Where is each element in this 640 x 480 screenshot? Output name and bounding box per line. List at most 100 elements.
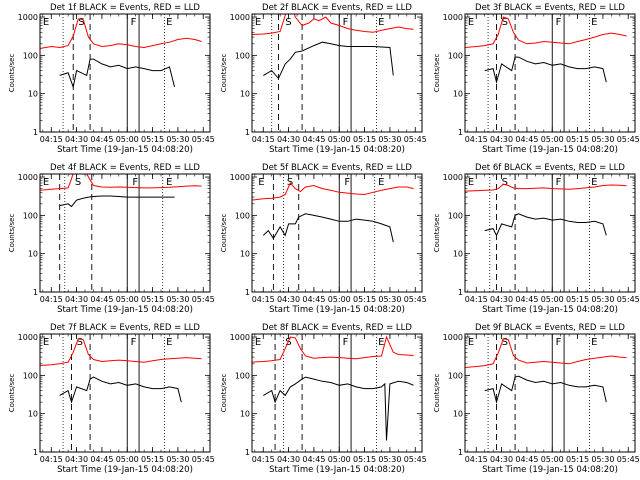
x-tick-label: 04:45 bbox=[515, 135, 538, 144]
x-axis-label: Start Time (19-Jan-15 04:08:20) bbox=[482, 305, 618, 315]
plot-frame bbox=[39, 173, 211, 293]
marker-label: E bbox=[591, 17, 597, 28]
x-tick-label: 05:45 bbox=[617, 135, 640, 144]
x-tick-label: 05:00 bbox=[541, 455, 564, 464]
marker-label: F bbox=[556, 337, 562, 348]
y-axis-label: Counts/sec bbox=[8, 374, 16, 413]
panel-title: Det 3f BLACK = Events, RED = LLD bbox=[475, 3, 625, 13]
series-line-events bbox=[263, 41, 394, 80]
marker-label: S bbox=[285, 17, 291, 28]
x-tick-label: 05:45 bbox=[404, 295, 427, 304]
y-tick-label: 1000 bbox=[18, 333, 38, 342]
series-line-events bbox=[484, 213, 607, 237]
y-tick-label: 1 bbox=[458, 448, 463, 457]
x-tick-label: 05:15 bbox=[566, 455, 589, 464]
marker-label: E bbox=[43, 177, 49, 188]
marker-label: S bbox=[502, 17, 508, 28]
x-tick-label: 05:30 bbox=[591, 295, 614, 304]
x-tick-label: 05:15 bbox=[141, 455, 164, 464]
marker-label: F bbox=[132, 177, 138, 188]
marker-label: E bbox=[468, 337, 474, 348]
marker-label: E bbox=[166, 177, 172, 188]
marker-label: F bbox=[131, 17, 137, 28]
marker-label: S bbox=[502, 177, 508, 188]
y-tick-label: 10 bbox=[28, 250, 38, 259]
marker-label: S bbox=[75, 177, 81, 188]
plot-frame bbox=[39, 13, 211, 133]
x-axis-label: Start Time (19-Jan-15 04:08:20) bbox=[269, 465, 405, 475]
x-tick-label: 04:45 bbox=[90, 455, 113, 464]
marker-label: F bbox=[344, 177, 350, 188]
y-axis-label: Counts/sec bbox=[220, 214, 228, 253]
x-tick-label: 05:15 bbox=[353, 135, 376, 144]
x-tick-label: 05:30 bbox=[166, 135, 189, 144]
marker-label: E bbox=[591, 177, 597, 188]
x-tick-label: 04:30 bbox=[277, 135, 300, 144]
marker-label: E bbox=[255, 337, 261, 348]
x-tick-label: 05:45 bbox=[404, 135, 427, 144]
y-tick-label: 1000 bbox=[230, 173, 250, 182]
x-tick-label: 04:45 bbox=[302, 295, 325, 304]
x-tick-label: 05:00 bbox=[116, 135, 139, 144]
x-axis-label: Start Time (19-Jan-15 04:08:20) bbox=[269, 145, 405, 155]
marker-label: E bbox=[378, 17, 384, 28]
series-line-lld bbox=[465, 183, 627, 192]
x-tick-label: 05:00 bbox=[328, 295, 351, 304]
x-tick-label: 04:30 bbox=[277, 455, 300, 464]
series-line-events bbox=[59, 195, 175, 208]
y-tick-label: 100 bbox=[23, 51, 38, 60]
x-tick-label: 04:30 bbox=[65, 295, 88, 304]
panel-title: Det 5f BLACK = Events, RED = LLD bbox=[262, 163, 412, 173]
marker-label: E bbox=[378, 177, 384, 188]
y-tick-label: 1 bbox=[458, 128, 463, 137]
marker-label: E bbox=[43, 337, 49, 348]
x-tick-label: 05:15 bbox=[141, 295, 164, 304]
x-tick-label: 04:15 bbox=[40, 135, 63, 144]
x-tick-label: 05:45 bbox=[404, 455, 427, 464]
x-tick-label: 04:15 bbox=[252, 135, 275, 144]
x-tick-label: 05:15 bbox=[141, 135, 164, 144]
x-tick-label: 05:30 bbox=[378, 135, 401, 144]
marker-label: S bbox=[502, 337, 508, 348]
x-tick-label: 04:30 bbox=[277, 295, 300, 304]
x-axis-label: Start Time (19-Jan-15 04:08:20) bbox=[57, 465, 193, 475]
marker-label: E bbox=[591, 337, 597, 348]
series-line-lld bbox=[252, 335, 414, 363]
y-tick-label: 10 bbox=[240, 90, 250, 99]
series-line-lld bbox=[40, 174, 202, 191]
panel-title: Det 9f BLACK = Events, RED = LLD bbox=[475, 323, 625, 333]
y-tick-label: 1000 bbox=[18, 173, 38, 182]
marker-label: S bbox=[78, 17, 84, 28]
y-axis-label: Counts/sec bbox=[433, 214, 441, 253]
x-tick-label: 05:30 bbox=[378, 455, 401, 464]
x-tick-label: 04:30 bbox=[65, 135, 88, 144]
plot-frame bbox=[251, 13, 423, 133]
y-tick-label: 100 bbox=[235, 211, 250, 220]
x-tick-label: 05:00 bbox=[541, 295, 564, 304]
x-tick-label: 05:45 bbox=[192, 135, 215, 144]
x-tick-label: 05:00 bbox=[328, 455, 351, 464]
x-tick-label: 04:45 bbox=[515, 295, 538, 304]
marker-label: E bbox=[166, 337, 172, 348]
plot-frame bbox=[251, 173, 423, 293]
x-tick-label: 04:15 bbox=[465, 135, 488, 144]
x-tick-label: 05:30 bbox=[591, 455, 614, 464]
y-tick-label: 10 bbox=[453, 90, 463, 99]
x-tick-label: 04:15 bbox=[252, 295, 275, 304]
series-line-lld bbox=[252, 182, 414, 201]
x-tick-label: 04:15 bbox=[252, 455, 275, 464]
y-tick-label: 1000 bbox=[230, 13, 250, 22]
series-line-events bbox=[484, 375, 607, 405]
x-tick-label: 04:45 bbox=[90, 135, 113, 144]
y-tick-label: 100 bbox=[235, 51, 250, 60]
x-tick-label: 04:30 bbox=[490, 455, 513, 464]
plot-frame bbox=[39, 333, 211, 453]
x-axis-label: Start Time (19-Jan-15 04:08:20) bbox=[269, 305, 405, 315]
series-line-lld bbox=[40, 338, 202, 367]
series-line-events bbox=[59, 58, 175, 89]
marker-label: E bbox=[255, 17, 261, 28]
x-tick-label: 05:00 bbox=[541, 135, 564, 144]
y-axis-label: Counts/sec bbox=[433, 54, 441, 93]
